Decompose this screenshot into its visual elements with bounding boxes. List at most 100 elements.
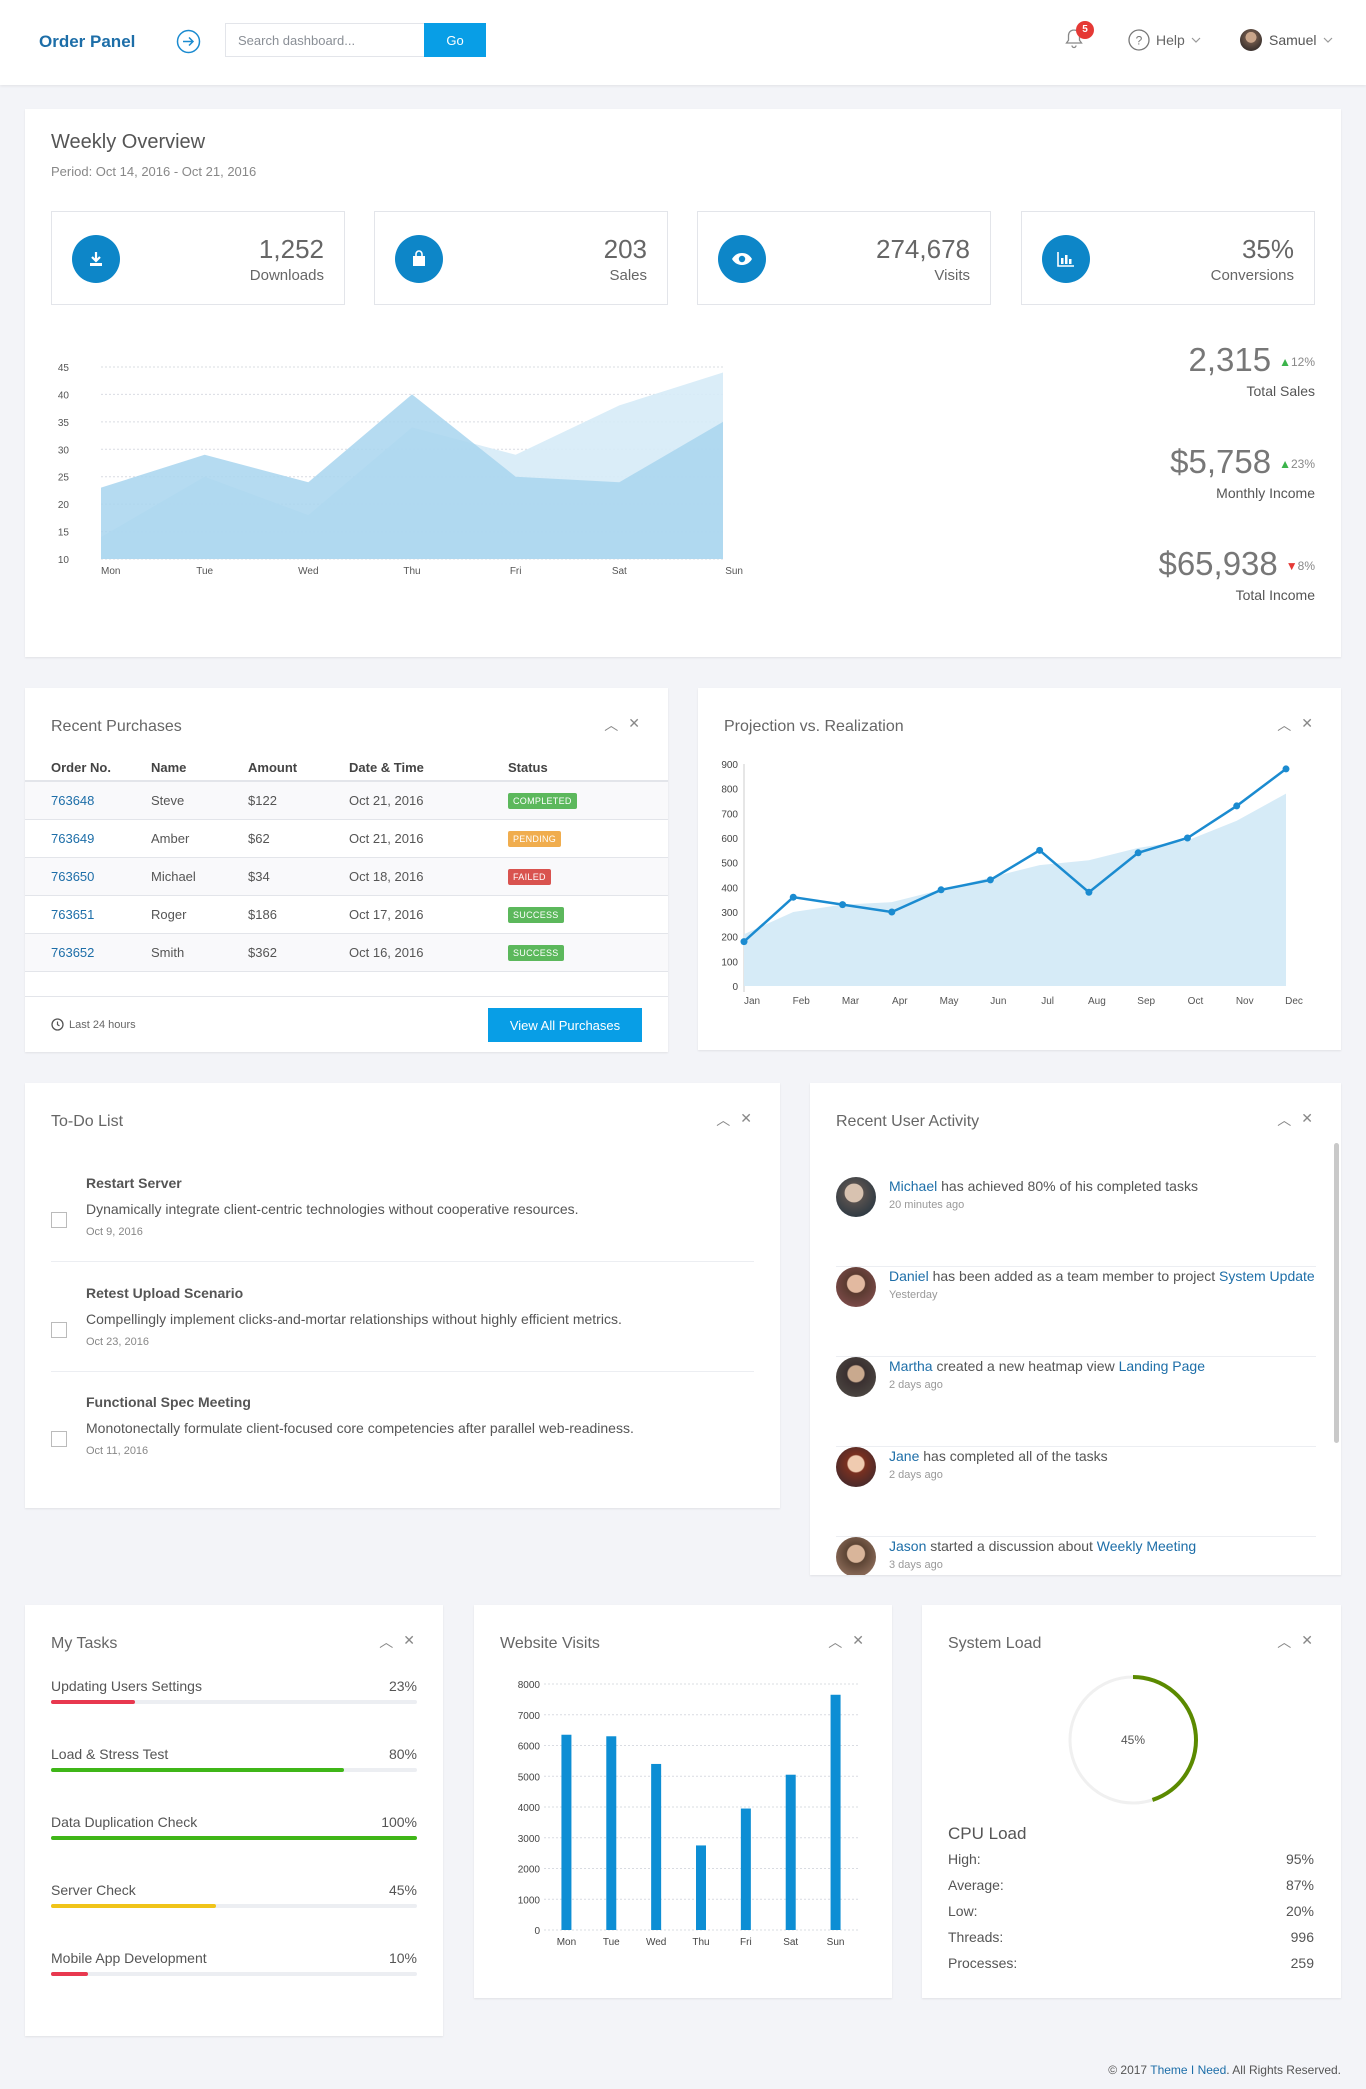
- activity-link[interactable]: System Update: [1218, 1268, 1315, 1284]
- stat-value: 1,252: [258, 234, 324, 264]
- user-name: Samuel: [1269, 32, 1317, 48]
- card-title: Projection vs. Realization: [724, 718, 904, 735]
- order-link[interactable]: 763650: [51, 868, 95, 884]
- activity-text: started a discussion about: [926, 1538, 1097, 1554]
- order-link[interactable]: 763652: [51, 944, 95, 960]
- close-icon[interactable]: ✕: [740, 1110, 752, 1126]
- projection-line-chart: 0 100 200 300 400 500 600 700 800 900 Jan Feb Mar Apr…: [721, 760, 1303, 1007]
- brand-logo[interactable]: Order Panel: [39, 32, 136, 51]
- chevron-up-icon[interactable]: ︿: [1277, 1112, 1292, 1128]
- y-tick-label: 15: [58, 528, 70, 539]
- order-link[interactable]: 763648: [51, 792, 95, 808]
- chevron-up-icon[interactable]: ︿: [379, 1634, 394, 1650]
- y-tick-label: 40: [58, 390, 70, 401]
- close-icon[interactable]: ✕: [628, 715, 640, 731]
- search-input[interactable]: [225, 23, 424, 57]
- user-link[interactable]: Jason: [889, 1538, 927, 1554]
- column-header[interactable]: Name: [151, 754, 248, 782]
- chevron-up-icon[interactable]: ︿: [828, 1634, 843, 1650]
- kpi-label: Monthly Income: [1216, 485, 1315, 501]
- bar-chart-icon: [1042, 235, 1090, 283]
- close-icon[interactable]: ✕: [1301, 1110, 1313, 1126]
- clock-icon: [51, 1018, 64, 1031]
- chevron-up-icon[interactable]: ︿: [1277, 717, 1292, 733]
- user-link[interactable]: Daniel: [889, 1268, 929, 1284]
- close-icon[interactable]: ✕: [1301, 715, 1313, 731]
- x-tick-label: Thu: [403, 566, 420, 577]
- x-tick-label: Oct: [1188, 996, 1204, 1007]
- activity-card: Recent User Activity ︿ ✕ Michael has achi…: [810, 1083, 1341, 1575]
- task-name: Data Duplication Check: [51, 1814, 198, 1830]
- view-all-purchases-button[interactable]: View All Purchases: [488, 1008, 642, 1042]
- activity-link[interactable]: Weekly Meeting: [1096, 1538, 1197, 1554]
- user-link[interactable]: Michael: [889, 1178, 938, 1194]
- todo-checkbox[interactable]: [51, 1212, 67, 1228]
- order-link[interactable]: 763649: [51, 830, 95, 846]
- activity-text: has completed all of the tasks: [919, 1448, 1108, 1464]
- footer-copyright: © 2017 Theme I Need. All Rights Reserved…: [1108, 2063, 1341, 2077]
- chevron-up-icon[interactable]: ︿: [604, 717, 619, 733]
- kpi-value: $65,938: [1158, 545, 1278, 582]
- todo-item: Functional Spec Meeting Monotonectally f…: [51, 1394, 754, 1474]
- cpu-row: Average: 87%: [948, 1877, 1314, 1893]
- progress-fill: [51, 1836, 417, 1840]
- x-tick-label: Thu: [692, 1937, 709, 1948]
- chevron-up-icon[interactable]: ︿: [1277, 1634, 1292, 1650]
- column-header[interactable]: Order No.: [25, 754, 151, 782]
- cpu-row-value: 996: [1290, 1929, 1314, 1945]
- todo-date: Oct 11, 2016: [86, 1445, 149, 1457]
- arrow-right-circle-icon[interactable]: [176, 29, 201, 54]
- x-tick-label: Wed: [298, 566, 318, 577]
- chevron-down-icon: [1191, 37, 1201, 43]
- line-series: [743, 767, 1287, 943]
- progress-track: [51, 1904, 417, 1908]
- x-tick-label: Mon: [101, 566, 120, 577]
- stat-downloads: 1,252 Downloads: [51, 211, 345, 305]
- help-menu[interactable]: ? Help: [1128, 28, 1201, 52]
- close-icon[interactable]: ✕: [403, 1632, 415, 1648]
- data-point: [888, 908, 896, 916]
- column-header[interactable]: Status: [508, 754, 668, 782]
- avatar: [836, 1537, 876, 1575]
- gauge-label: 45%: [1120, 1733, 1146, 1747]
- todo-checkbox[interactable]: [51, 1322, 67, 1338]
- activity-text: has achieved 80% of his completed tasks: [937, 1178, 1198, 1194]
- go-button[interactable]: Go: [424, 23, 486, 57]
- stat-label: Downloads: [249, 267, 324, 284]
- order-date: Oct 16, 2016: [349, 933, 508, 972]
- order-date: Oct 17, 2016: [349, 895, 508, 934]
- task-name: Load & Stress Test: [51, 1746, 169, 1762]
- footer-note: Last 24 hours: [51, 1018, 136, 1031]
- order-amount: $122: [248, 781, 349, 820]
- kpi-change: 23%: [1290, 457, 1315, 471]
- stat-value: 274,678: [876, 234, 970, 264]
- close-icon[interactable]: ✕: [1301, 1632, 1313, 1648]
- order-amount: $34: [248, 857, 349, 896]
- x-tick-label: Jun: [990, 996, 1006, 1007]
- eye-icon: [718, 235, 766, 283]
- column-header[interactable]: Date & Time: [349, 754, 508, 782]
- y-tick-label: 6000: [518, 1742, 541, 1753]
- chevron-up-icon[interactable]: ︿: [716, 1112, 731, 1128]
- user-link[interactable]: Martha: [889, 1358, 933, 1374]
- column-header[interactable]: Amount: [248, 754, 349, 782]
- weekly-overview-card: Weekly Overview Period: Oct 14, 2016 - O…: [25, 109, 1341, 657]
- order-date: Oct 21, 2016: [349, 819, 508, 858]
- close-icon[interactable]: ✕: [852, 1632, 864, 1648]
- data-point: [1036, 846, 1044, 854]
- todo-checkbox[interactable]: [51, 1431, 67, 1447]
- x-tick-label: Aug: [1088, 996, 1106, 1007]
- customer-name: Amber: [151, 819, 248, 858]
- card-title: Recent Purchases: [51, 718, 182, 735]
- top-navbar: Order Panel Go 5 ? Help Samuel: [0, 0, 1366, 85]
- data-point: [986, 876, 994, 884]
- question-circle-icon: ?: [1128, 29, 1150, 51]
- theme-link[interactable]: Theme I Need: [1150, 2063, 1227, 2077]
- order-link[interactable]: 763651: [51, 906, 95, 922]
- progress-fill: [51, 1700, 136, 1704]
- activity-link[interactable]: Landing Page: [1118, 1358, 1205, 1374]
- user-menu[interactable]: Samuel: [1240, 27, 1333, 53]
- data-point: [1134, 849, 1142, 857]
- activity-scrollbar[interactable]: [1334, 1143, 1339, 1443]
- user-link[interactable]: Jane: [889, 1448, 920, 1464]
